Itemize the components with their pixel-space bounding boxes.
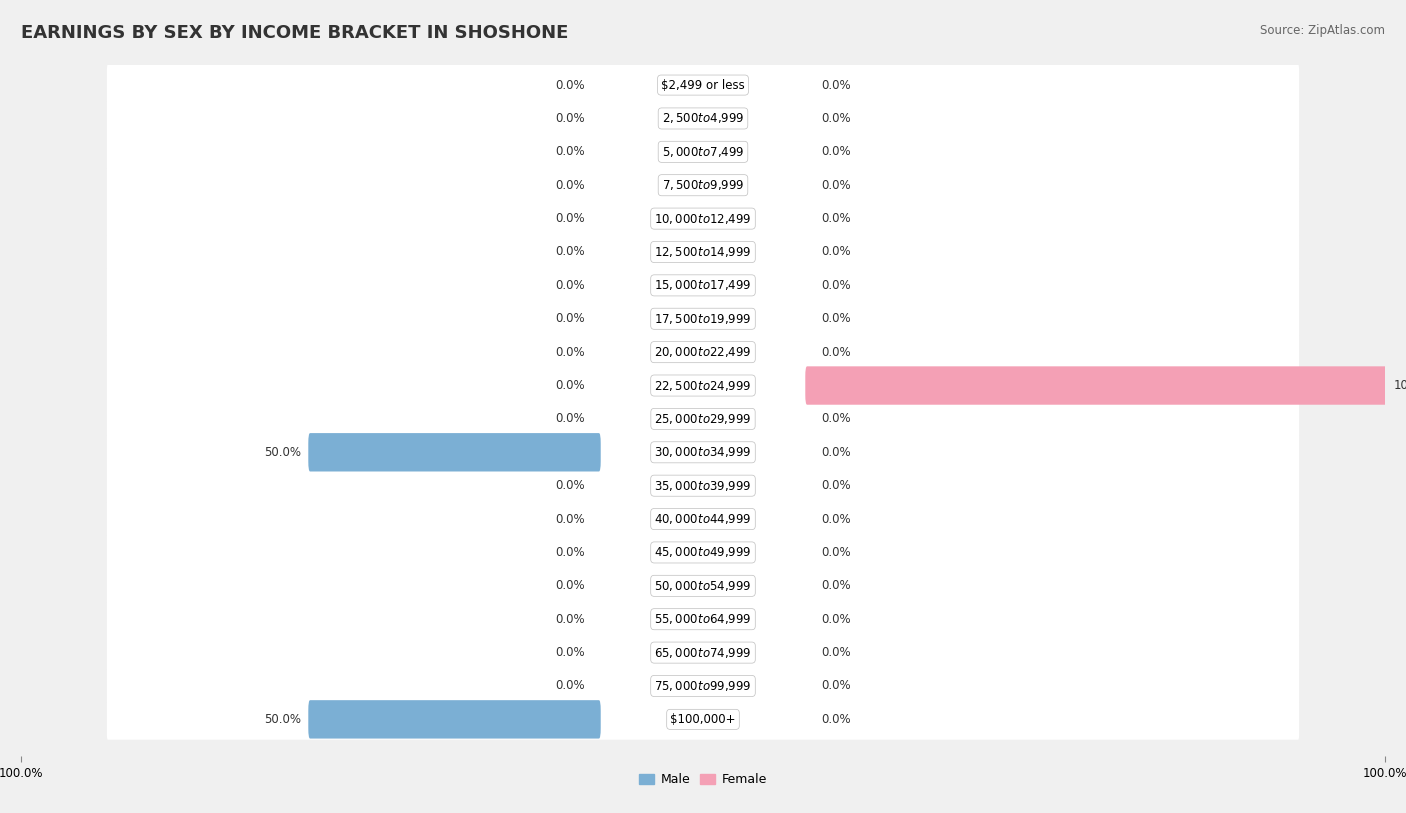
FancyBboxPatch shape xyxy=(107,465,1299,506)
Text: 0.0%: 0.0% xyxy=(821,146,851,159)
FancyBboxPatch shape xyxy=(806,367,1386,405)
FancyBboxPatch shape xyxy=(107,65,1299,106)
Text: $10,000 to $12,499: $10,000 to $12,499 xyxy=(654,211,752,225)
FancyBboxPatch shape xyxy=(107,398,1299,439)
Text: 0.0%: 0.0% xyxy=(821,312,851,325)
Text: 0.0%: 0.0% xyxy=(821,479,851,492)
FancyBboxPatch shape xyxy=(107,165,1299,206)
Text: 0.0%: 0.0% xyxy=(555,680,585,693)
Text: 0.0%: 0.0% xyxy=(821,346,851,359)
Text: 0.0%: 0.0% xyxy=(555,212,585,225)
Text: 0.0%: 0.0% xyxy=(821,412,851,425)
FancyBboxPatch shape xyxy=(107,332,1299,372)
Legend: Male, Female: Male, Female xyxy=(634,768,772,791)
Text: 0.0%: 0.0% xyxy=(555,379,585,392)
Text: $35,000 to $39,999: $35,000 to $39,999 xyxy=(654,479,752,493)
Text: 0.0%: 0.0% xyxy=(555,246,585,259)
Text: 0.0%: 0.0% xyxy=(555,312,585,325)
Text: $12,500 to $14,999: $12,500 to $14,999 xyxy=(654,245,752,259)
Text: $65,000 to $74,999: $65,000 to $74,999 xyxy=(654,646,752,659)
Text: 0.0%: 0.0% xyxy=(555,512,585,525)
Text: 0.0%: 0.0% xyxy=(821,212,851,225)
FancyBboxPatch shape xyxy=(107,432,1299,472)
FancyBboxPatch shape xyxy=(107,265,1299,306)
Text: $2,500 to $4,999: $2,500 to $4,999 xyxy=(662,111,744,125)
Text: 0.0%: 0.0% xyxy=(821,680,851,693)
Text: $20,000 to $22,499: $20,000 to $22,499 xyxy=(654,346,752,359)
Text: 0.0%: 0.0% xyxy=(821,79,851,92)
Text: 0.0%: 0.0% xyxy=(555,646,585,659)
Text: 0.0%: 0.0% xyxy=(821,580,851,593)
Text: 0.0%: 0.0% xyxy=(821,446,851,459)
FancyBboxPatch shape xyxy=(107,566,1299,606)
Text: 0.0%: 0.0% xyxy=(821,179,851,192)
Text: 0.0%: 0.0% xyxy=(821,246,851,259)
Text: $100,000+: $100,000+ xyxy=(671,713,735,726)
FancyBboxPatch shape xyxy=(107,633,1299,673)
FancyBboxPatch shape xyxy=(107,532,1299,573)
FancyBboxPatch shape xyxy=(107,699,1299,740)
FancyBboxPatch shape xyxy=(107,98,1299,139)
Text: 0.0%: 0.0% xyxy=(555,279,585,292)
Text: 0.0%: 0.0% xyxy=(821,279,851,292)
Text: 50.0%: 50.0% xyxy=(264,446,301,459)
Text: 0.0%: 0.0% xyxy=(555,613,585,626)
Text: 0.0%: 0.0% xyxy=(821,546,851,559)
FancyBboxPatch shape xyxy=(107,132,1299,172)
FancyBboxPatch shape xyxy=(107,198,1299,239)
FancyBboxPatch shape xyxy=(308,700,600,738)
Text: $75,000 to $99,999: $75,000 to $99,999 xyxy=(654,679,752,693)
Text: 0.0%: 0.0% xyxy=(555,546,585,559)
Text: 0.0%: 0.0% xyxy=(555,479,585,492)
Text: 0.0%: 0.0% xyxy=(555,412,585,425)
Text: $22,500 to $24,999: $22,500 to $24,999 xyxy=(654,379,752,393)
Text: $17,500 to $19,999: $17,500 to $19,999 xyxy=(654,311,752,326)
FancyBboxPatch shape xyxy=(107,599,1299,640)
FancyBboxPatch shape xyxy=(107,498,1299,540)
Text: $30,000 to $34,999: $30,000 to $34,999 xyxy=(654,446,752,459)
Text: 0.0%: 0.0% xyxy=(555,346,585,359)
Text: 0.0%: 0.0% xyxy=(821,112,851,125)
Text: 0.0%: 0.0% xyxy=(555,112,585,125)
FancyBboxPatch shape xyxy=(107,666,1299,706)
FancyBboxPatch shape xyxy=(308,433,600,472)
Text: $55,000 to $64,999: $55,000 to $64,999 xyxy=(654,612,752,626)
Text: $7,500 to $9,999: $7,500 to $9,999 xyxy=(662,178,744,192)
Text: EARNINGS BY SEX BY INCOME BRACKET IN SHOSHONE: EARNINGS BY SEX BY INCOME BRACKET IN SHO… xyxy=(21,24,568,42)
Text: 0.0%: 0.0% xyxy=(821,713,851,726)
Text: 0.0%: 0.0% xyxy=(555,79,585,92)
Text: $45,000 to $49,999: $45,000 to $49,999 xyxy=(654,546,752,559)
Text: 50.0%: 50.0% xyxy=(264,713,301,726)
Text: $25,000 to $29,999: $25,000 to $29,999 xyxy=(654,412,752,426)
FancyBboxPatch shape xyxy=(107,232,1299,272)
Text: 0.0%: 0.0% xyxy=(821,512,851,525)
Text: 0.0%: 0.0% xyxy=(555,179,585,192)
Text: 0.0%: 0.0% xyxy=(555,580,585,593)
Text: 0.0%: 0.0% xyxy=(821,613,851,626)
Text: $15,000 to $17,499: $15,000 to $17,499 xyxy=(654,278,752,293)
Text: $2,499 or less: $2,499 or less xyxy=(661,79,745,92)
FancyBboxPatch shape xyxy=(107,298,1299,339)
Text: 0.0%: 0.0% xyxy=(821,646,851,659)
Text: Source: ZipAtlas.com: Source: ZipAtlas.com xyxy=(1260,24,1385,37)
FancyBboxPatch shape xyxy=(107,365,1299,406)
Text: 100.0%: 100.0% xyxy=(1393,379,1406,392)
Text: $5,000 to $7,499: $5,000 to $7,499 xyxy=(662,145,744,159)
Text: $50,000 to $54,999: $50,000 to $54,999 xyxy=(654,579,752,593)
Text: $40,000 to $44,999: $40,000 to $44,999 xyxy=(654,512,752,526)
Text: 0.0%: 0.0% xyxy=(555,146,585,159)
